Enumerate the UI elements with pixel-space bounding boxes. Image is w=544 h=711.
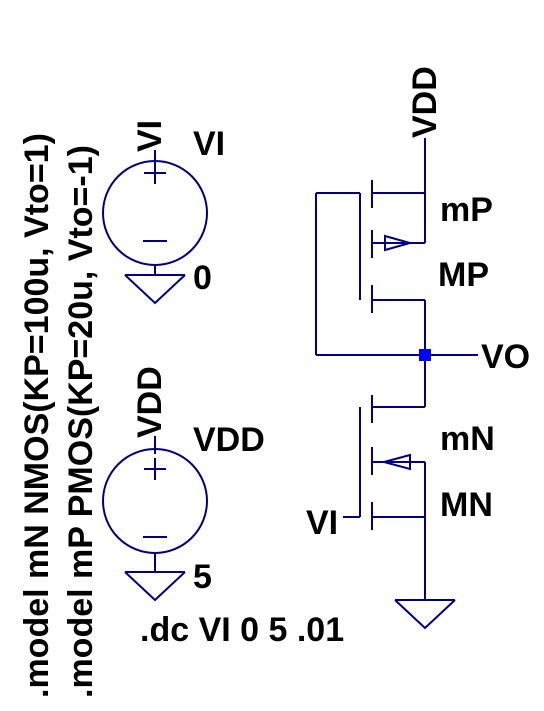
- ground-symbol-vi: [124, 274, 186, 305]
- output-net-label: VO: [481, 338, 530, 376]
- output-node-junction[interactable]: [419, 349, 431, 361]
- pmos-model-label: mP: [440, 191, 493, 229]
- nmos-model-label: mN: [440, 420, 495, 458]
- model-nmos-directive: .model mN NMOS(KP=100u, Vto=1): [18, 133, 56, 698]
- vdd-supply-net-label: VDD: [406, 66, 444, 138]
- vdd-source-name: VDD: [193, 421, 265, 459]
- model-pmos-directive: .model mP PMOS(KP=20u, Vto=-1): [62, 145, 100, 698]
- ground-symbol-vdd: [124, 571, 186, 602]
- nmos-instance-name: MN: [440, 486, 493, 524]
- voltage-source-vi[interactable]: [102, 150, 208, 275]
- pmos-transistor[interactable]: [359, 138, 426, 313]
- pmos-instance-name: MP: [438, 256, 489, 294]
- vi-source-value: 0: [193, 259, 212, 297]
- voltage-source-vdd[interactable]: [102, 436, 208, 572]
- ground-symbol-nmos: [394, 599, 456, 630]
- nmos-input-net-label: VI: [306, 504, 338, 542]
- vi-net-label: VI: [131, 120, 169, 152]
- gate-wire: [315, 192, 425, 356]
- vdd-source-value: 5: [193, 558, 212, 596]
- dc-sweep-directive: .dc VI 0 5 .01: [140, 611, 344, 649]
- vdd-source-net-label: VDD: [131, 366, 169, 438]
- vi-source-name: VI: [193, 125, 225, 163]
- nmos-transistor[interactable]: [343, 395, 426, 600]
